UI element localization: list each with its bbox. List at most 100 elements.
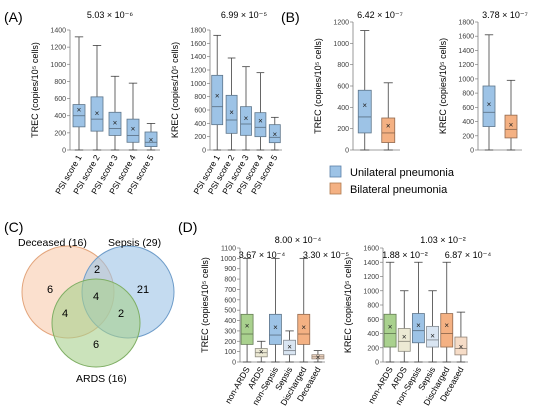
box-iqr [144, 131, 158, 147]
box-iqr [268, 124, 281, 144]
box-mean-marker: × [259, 348, 264, 357]
venn-label-deceased: Deceased (16) [18, 237, 87, 249]
y-axis-label: TREC (copies/10⁵ cells) [200, 257, 210, 353]
venn-count-deceased-only: 6 [47, 284, 53, 296]
box-iqr [283, 339, 296, 356]
y-tick-label: 1000 [50, 62, 66, 69]
p-value-annotation: 5.03 × 10⁻⁶ [87, 10, 134, 20]
y-tick-label: 400 [224, 318, 236, 325]
p-value-annotation: 6.99 × 10⁻⁵ [221, 10, 268, 20]
y-tick-label: 400 [367, 331, 379, 338]
y-tick-label: 1000 [220, 256, 236, 263]
y-tick-label: 600 [462, 105, 474, 112]
y-tick-label: 1400 [363, 260, 379, 267]
y-tick-label: 1000 [363, 288, 379, 295]
y-tick-label: 200 [194, 134, 206, 141]
p-value-annotation: 3.30 × 10⁻⁵ [303, 250, 350, 260]
box-iqr [240, 106, 252, 136]
box-iqr [211, 74, 224, 126]
p-value-annotation: 6.87 × 10⁻⁴ [445, 250, 492, 260]
chart-a-krec: 0 200 400 600 800 1000 1200 1400 1600 1800 KREC (c… [170, 10, 282, 196]
p-value-annotation: 3.67 × 10⁻⁴ [239, 250, 286, 260]
y-tick-label: 1100 [221, 246, 236, 253]
box-mean-marker: × [245, 322, 250, 331]
chart-d-krec: 0 200 400 600 800 1000 1200 1400 1600 KREC (copie… [343, 235, 491, 407]
venn-circle-ards [51, 278, 141, 368]
legend: Unilateral pneumonia Bilateral pneumonia [329, 165, 455, 196]
legend-swatch-unilateral [329, 165, 342, 178]
y-tick-label: 1200 [190, 68, 206, 75]
box-mean-marker: × [215, 91, 220, 100]
y-axis-label: TREC (copies/10⁵ cells) [30, 42, 40, 138]
box-mean-marker: × [487, 100, 492, 109]
box-iqr [412, 313, 425, 344]
y-tick-label: 600 [337, 84, 349, 91]
chart-d-trec: 0 100 200 300 400 500 600 700 800 900 1000 1100 TREC… [200, 235, 349, 407]
y-tick-label: 200 [337, 126, 349, 133]
box-mean-marker: × [459, 342, 464, 351]
p-value-annotation: 3.78 × 10⁻⁷ [482, 10, 528, 20]
box-mean-marker: × [273, 323, 278, 332]
box-iqr [90, 96, 104, 132]
box-iqr [440, 313, 454, 348]
y-tick-label: 600 [54, 96, 66, 103]
legend-swatch-bilateral [329, 182, 342, 195]
y-tick-label: 1600 [458, 34, 474, 41]
box-mean-marker: × [95, 109, 100, 118]
y-axis-label: TREC (copies/10⁵ cells) [313, 38, 323, 134]
y-tick-label: 200 [462, 133, 474, 140]
y-tick-label: 1400 [50, 28, 66, 35]
y-tick-label: 1000 [333, 41, 349, 48]
box-mean-marker: × [77, 106, 82, 115]
box-iqr [297, 313, 311, 345]
y-tick-label: 1200 [333, 20, 349, 27]
panel-label-c: (C) [4, 219, 23, 235]
box-mean-marker: × [229, 108, 234, 117]
box-mean-marker: × [287, 342, 292, 351]
box-iqr [381, 117, 396, 143]
box-mean-marker: × [386, 121, 391, 130]
box-iqr [225, 94, 238, 134]
box-mean-marker: × [402, 332, 407, 341]
y-tick-label: 800 [194, 94, 206, 101]
box-iqr [254, 112, 267, 138]
y-tick-label: 1000 [190, 81, 206, 88]
y-tick-label: 800 [367, 303, 379, 310]
venn-count-deceased-sepsis: 2 [94, 264, 100, 276]
chart-b-trec: 0 200 400 600 800 1000 1200 TREC (copies/10⁵ ce… [313, 10, 403, 155]
box-mean-marker: × [362, 101, 367, 110]
p-value-annotation: 6.42 × 10⁻⁷ [357, 10, 403, 20]
y-axis-label: KREC (copies/10⁵ cells) [343, 257, 353, 353]
y-tick-label: 1200 [50, 45, 66, 52]
y-tick-label: 0 [232, 360, 236, 367]
box-mean-marker: × [131, 125, 136, 134]
y-tick-label: 900 [224, 266, 236, 273]
venn-count-all: 4 [93, 291, 99, 303]
y-tick-label: 0 [62, 148, 66, 155]
y-tick-label: 1200 [458, 62, 474, 69]
box-iqr [357, 89, 372, 134]
panel-label-b: (B) [281, 9, 300, 25]
y-tick-label: 0 [375, 360, 379, 367]
box-iqr [269, 313, 282, 345]
legend-label-bilateral: Bilateral pneumonia [350, 184, 448, 196]
legend-label-unilateral: Unilateral pneumonia [350, 167, 455, 179]
venn-label-ards: ARDS (16) [76, 373, 127, 385]
y-tick-label: 800 [462, 91, 474, 98]
venn-label-sepsis: Sepsis (29) [108, 237, 161, 249]
y-tick-label: 800 [224, 277, 236, 284]
box-mean-marker: × [388, 322, 393, 331]
y-axis-label: KREC (copies/10⁵ cells) [170, 42, 180, 138]
y-tick-label: 700 [224, 287, 236, 294]
p-value-annotation: 8.00 × 10⁻⁴ [275, 235, 322, 245]
box-mean-marker: × [301, 323, 306, 332]
y-tick-label: 200 [54, 130, 66, 137]
y-tick-label: 400 [337, 105, 349, 112]
y-tick-label: 800 [337, 62, 349, 69]
chart-b-krec: 0 200 400 600 800 1000 1200 1400 1600 1800 KREC (c… [438, 10, 528, 155]
venn-count-deceased-ards: 4 [62, 308, 68, 320]
box-mean-marker: × [149, 136, 154, 145]
box-iqr [108, 111, 122, 136]
box-mean-marker: × [444, 321, 449, 330]
